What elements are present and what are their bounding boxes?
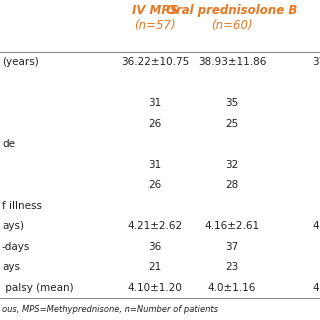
Text: Oral prednisolone B: Oral prednisolone B	[166, 4, 298, 17]
Text: (n=60): (n=60)	[211, 19, 253, 32]
Text: 38.93±11.86: 38.93±11.86	[198, 57, 266, 67]
Text: 25: 25	[225, 119, 239, 129]
Text: 36.22±10.75: 36.22±10.75	[121, 57, 189, 67]
Text: 35: 35	[225, 98, 239, 108]
Text: 36: 36	[148, 242, 162, 252]
Text: 26: 26	[148, 119, 162, 129]
Text: ays: ays	[2, 262, 20, 272]
Text: 37: 37	[312, 57, 320, 67]
Text: 37: 37	[225, 242, 239, 252]
Text: 31: 31	[148, 160, 162, 170]
Text: 4.16±2.61: 4.16±2.61	[204, 221, 260, 231]
Text: 4.21±2.62: 4.21±2.62	[127, 221, 183, 231]
Text: f illness: f illness	[2, 201, 42, 211]
Text: 21: 21	[148, 262, 162, 272]
Text: IV MPS: IV MPS	[132, 4, 178, 17]
Text: 32: 32	[225, 160, 239, 170]
Text: -days: -days	[2, 242, 30, 252]
Text: 23: 23	[225, 262, 239, 272]
Text: (n=57): (n=57)	[134, 19, 176, 32]
Text: 4: 4	[312, 283, 319, 293]
Text: 4.0±1.16: 4.0±1.16	[208, 283, 256, 293]
Text: ays): ays)	[2, 221, 24, 231]
Text: de: de	[2, 139, 15, 149]
Text: 4: 4	[312, 221, 319, 231]
Text: (years): (years)	[2, 57, 39, 67]
Text: ous, MPS=Methyprednisone, n=Number of patients: ous, MPS=Methyprednisone, n=Number of pa…	[2, 306, 218, 315]
Text: palsy (mean): palsy (mean)	[2, 283, 74, 293]
Text: 26: 26	[148, 180, 162, 190]
Text: 4.10±1.20: 4.10±1.20	[128, 283, 182, 293]
Text: 28: 28	[225, 180, 239, 190]
Text: 31: 31	[148, 98, 162, 108]
